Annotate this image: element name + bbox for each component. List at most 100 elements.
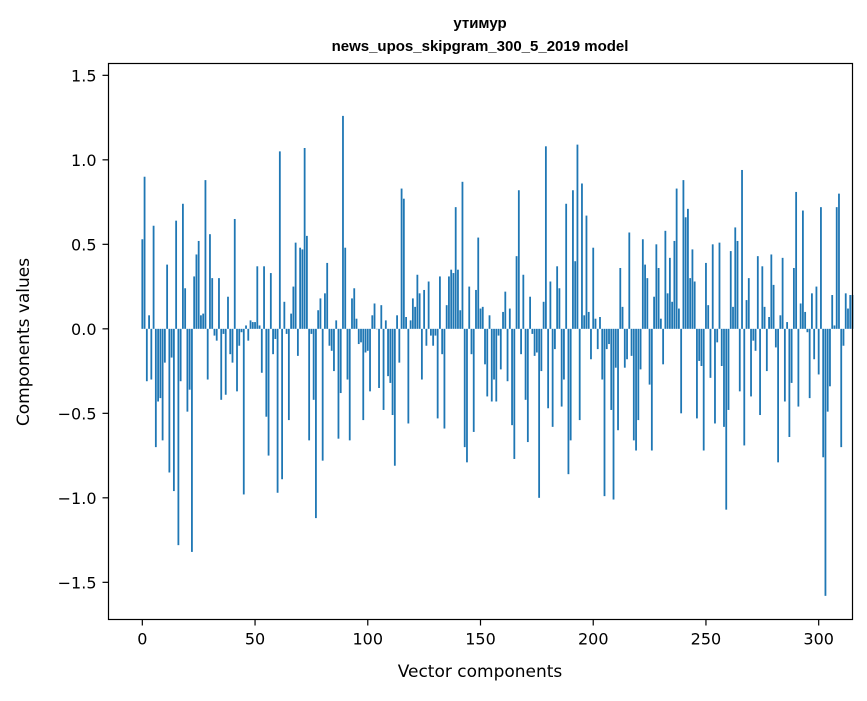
bar-76 xyxy=(313,329,315,400)
bar-11 xyxy=(166,265,168,329)
bar-94 xyxy=(353,288,355,329)
bar-39 xyxy=(229,329,231,354)
bar-213 xyxy=(622,307,624,329)
bar-166 xyxy=(516,256,518,329)
bar-248 xyxy=(701,329,703,366)
bar-185 xyxy=(559,288,561,329)
bar-30 xyxy=(209,234,211,329)
bar-60 xyxy=(277,329,279,493)
bar-196 xyxy=(583,315,585,329)
bar-140 xyxy=(457,270,459,329)
bar-125 xyxy=(423,290,425,329)
bar-247 xyxy=(698,329,700,361)
bar-51 xyxy=(256,266,258,329)
bar-224 xyxy=(646,278,648,329)
bar-305 xyxy=(829,329,831,386)
bar-28 xyxy=(205,180,207,329)
bar-153 xyxy=(486,329,488,397)
bars-group xyxy=(141,116,853,596)
bar-303 xyxy=(825,329,827,596)
bar-294 xyxy=(804,312,806,329)
bar-233 xyxy=(667,293,669,328)
bar-181 xyxy=(549,282,551,329)
bar-12 xyxy=(168,329,170,473)
x-tick-label: 100 xyxy=(352,630,383,649)
bar-269 xyxy=(748,278,750,329)
bar-207 xyxy=(608,329,610,344)
bar-169 xyxy=(522,275,524,329)
bar-173 xyxy=(531,329,533,334)
x-tick-label: 300 xyxy=(803,630,834,649)
y-tick-label: 0.5 xyxy=(71,235,96,254)
bar-300 xyxy=(818,329,820,375)
bar-244 xyxy=(692,249,694,328)
bar-107 xyxy=(383,329,385,410)
bar-174 xyxy=(534,329,536,356)
bar-90 xyxy=(344,248,346,329)
bar-62 xyxy=(281,329,283,479)
plot-frame xyxy=(109,64,853,620)
bar-130 xyxy=(435,329,437,336)
bar-202 xyxy=(597,329,599,349)
bar-249 xyxy=(703,329,705,451)
bar-79 xyxy=(320,298,322,328)
bar-81 xyxy=(324,293,326,328)
bar-29 xyxy=(207,329,209,380)
bar-144 xyxy=(466,329,468,463)
bar-210 xyxy=(615,329,617,368)
bar-177 xyxy=(540,329,542,371)
bar-61 xyxy=(279,151,281,328)
bar-8 xyxy=(159,329,161,398)
bar-287 xyxy=(788,329,790,437)
bar-128 xyxy=(430,329,432,336)
bar-209 xyxy=(613,329,615,500)
bar-238 xyxy=(678,309,680,329)
bar-87 xyxy=(338,329,340,439)
bar-48 xyxy=(250,320,252,328)
bar-147 xyxy=(473,329,475,432)
bar-46 xyxy=(245,325,247,328)
bar-219 xyxy=(635,329,637,451)
bar-292 xyxy=(800,303,802,328)
bar-115 xyxy=(401,189,403,329)
bar-42 xyxy=(236,329,238,392)
bar-69 xyxy=(297,329,299,356)
bar-201 xyxy=(595,319,597,329)
bar-34 xyxy=(218,278,220,329)
y-tick-label: −0.5 xyxy=(58,404,97,423)
bar-22 xyxy=(191,329,193,552)
bar-159 xyxy=(500,329,502,370)
bar-203 xyxy=(599,317,601,329)
bar-89 xyxy=(342,116,344,329)
bar-106 xyxy=(380,305,382,329)
bar-184 xyxy=(556,266,558,329)
bar-103 xyxy=(374,303,376,328)
bar-136 xyxy=(448,276,450,328)
bar-227 xyxy=(653,297,655,329)
bar-143 xyxy=(464,329,466,447)
bar-63 xyxy=(283,302,285,329)
bar-86 xyxy=(335,320,337,328)
bar-193 xyxy=(577,145,579,329)
bar-264 xyxy=(737,241,739,329)
bar-307 xyxy=(834,325,836,328)
bar-112 xyxy=(394,329,396,466)
bar-84 xyxy=(331,329,333,351)
bar-200 xyxy=(592,248,594,329)
bar-267 xyxy=(743,329,745,446)
bar-296 xyxy=(809,329,811,398)
bar-132 xyxy=(439,276,441,328)
bar-57 xyxy=(270,273,272,329)
bar-127 xyxy=(428,282,430,329)
bar-231 xyxy=(662,329,664,364)
bar-116 xyxy=(403,199,405,329)
bar-225 xyxy=(649,329,651,385)
bar-25 xyxy=(198,241,200,329)
bar-240 xyxy=(683,180,685,329)
bar-282 xyxy=(777,329,779,463)
bar-272 xyxy=(755,329,757,351)
bar-253 xyxy=(712,244,714,329)
bar-234 xyxy=(669,258,671,329)
bar-105 xyxy=(378,329,380,388)
